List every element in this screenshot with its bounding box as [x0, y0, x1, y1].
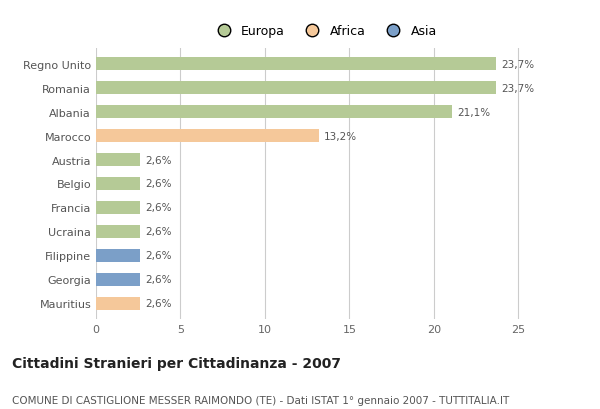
Text: 2,6%: 2,6%	[145, 251, 172, 261]
Bar	[96, 201, 140, 214]
Bar	[96, 82, 496, 95]
Legend: Europa, Africa, Asia: Europa, Africa, Asia	[206, 20, 442, 43]
Bar	[96, 273, 140, 286]
Text: 2,6%: 2,6%	[145, 203, 172, 213]
Text: 23,7%: 23,7%	[502, 60, 535, 70]
Bar	[96, 178, 140, 191]
Text: 23,7%: 23,7%	[502, 83, 535, 94]
Bar	[96, 225, 140, 238]
Text: 13,2%: 13,2%	[324, 131, 357, 141]
Bar	[96, 58, 496, 71]
Text: COMUNE DI CASTIGLIONE MESSER RAIMONDO (TE) - Dati ISTAT 1° gennaio 2007 - TUTTIT: COMUNE DI CASTIGLIONE MESSER RAIMONDO (T…	[12, 395, 509, 405]
Bar	[96, 154, 140, 167]
Bar	[96, 106, 452, 119]
Text: 2,6%: 2,6%	[145, 299, 172, 308]
Text: 2,6%: 2,6%	[145, 179, 172, 189]
Bar	[96, 297, 140, 310]
Bar	[96, 130, 319, 143]
Text: 21,1%: 21,1%	[457, 108, 491, 117]
Text: 2,6%: 2,6%	[145, 227, 172, 237]
Bar	[96, 249, 140, 262]
Text: Cittadini Stranieri per Cittadinanza - 2007: Cittadini Stranieri per Cittadinanza - 2…	[12, 356, 341, 370]
Text: 2,6%: 2,6%	[145, 274, 172, 285]
Text: 2,6%: 2,6%	[145, 155, 172, 165]
